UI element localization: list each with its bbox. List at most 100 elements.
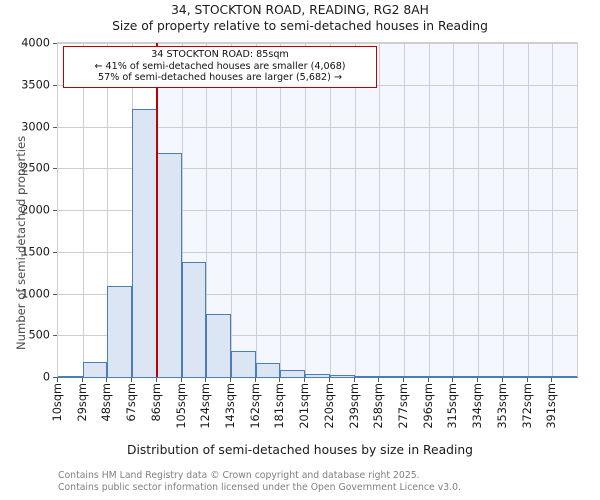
histogram-bar — [132, 108, 157, 377]
annotation-line-2: ← 41% of semi-detached houses are smalle… — [94, 60, 346, 72]
x-axis-tick-label: 105sqm — [174, 383, 188, 429]
y-axis-tick-mark — [53, 335, 57, 337]
x-axis-tick-mark — [254, 378, 256, 382]
gridline-horizontal — [58, 168, 577, 169]
gridline-vertical — [355, 43, 356, 377]
gridline-horizontal — [58, 252, 577, 253]
y-axis-tick-mark — [53, 251, 57, 253]
x-axis-tick-label: 296sqm — [421, 383, 435, 429]
gridline-vertical — [503, 43, 504, 377]
gridline-horizontal — [58, 335, 577, 336]
gridline-horizontal — [58, 294, 577, 295]
x-axis-tick-label: 124sqm — [199, 383, 213, 429]
histogram-bar — [379, 375, 404, 377]
marker-annotation-box: 34 STOCKTON ROAD: 85sqm ← 41% of semi-de… — [63, 46, 377, 88]
histogram-bar — [231, 351, 256, 377]
y-axis-tick-label: 0 — [42, 370, 50, 384]
gridline-vertical — [182, 43, 183, 377]
footer-line-2: Contains public sector information licen… — [58, 481, 461, 493]
x-axis-tick-mark — [106, 378, 108, 382]
x-axis-tick-label: 239sqm — [347, 383, 361, 429]
y-axis-tick-label: 4000 — [21, 36, 50, 50]
gridline-vertical — [453, 43, 454, 377]
histogram-bar — [329, 375, 355, 377]
histogram-bar — [181, 261, 207, 377]
x-axis-tick-label: 277sqm — [397, 383, 410, 429]
y-axis-tick-mark — [53, 293, 57, 295]
y-axis-tick-mark — [53, 168, 57, 170]
histogram-bar — [280, 369, 306, 377]
histogram-bar — [428, 375, 454, 377]
x-axis-tick-label: 220sqm — [322, 383, 336, 429]
x-axis-tick-mark — [230, 378, 231, 382]
x-axis-tick-mark — [403, 378, 404, 382]
histogram-bar — [58, 375, 83, 377]
x-axis-tick-mark — [131, 378, 133, 382]
x-axis-tick-label: 334sqm — [471, 383, 485, 429]
gridline-vertical — [404, 43, 405, 377]
gridline-vertical — [528, 43, 529, 377]
y-axis-tick-label: 500 — [28, 328, 50, 342]
histogram-bar — [82, 361, 108, 377]
x-axis-tick-mark — [477, 378, 479, 382]
x-axis-tick-mark — [180, 378, 182, 382]
gridline-vertical — [206, 43, 207, 377]
histogram-bar — [354, 375, 380, 377]
histogram-bar — [502, 375, 528, 377]
y-axis-tick-label: 3000 — [21, 120, 50, 133]
y-axis-tick-label: 1000 — [21, 287, 50, 300]
gridline-vertical — [231, 43, 232, 377]
x-axis-tick-mark — [155, 378, 157, 382]
page-subtitle: Size of property relative to semi-detach… — [112, 19, 488, 33]
x-axis-tick-mark — [81, 378, 83, 382]
x-axis-tick-label: 48sqm — [100, 383, 114, 422]
gridline-vertical — [552, 43, 553, 377]
gridline-horizontal — [58, 127, 577, 128]
gridline-vertical — [83, 43, 84, 377]
x-axis-tick-label: 143sqm — [224, 383, 237, 429]
property-size-marker-line — [155, 43, 158, 377]
histogram-bar — [156, 153, 182, 377]
gridline-vertical — [107, 43, 108, 377]
histogram-bar — [478, 375, 503, 377]
x-axis-tick-label: 181sqm — [273, 383, 287, 429]
y-axis-tick-mark — [53, 210, 57, 211]
y-axis-tick-mark — [53, 43, 57, 44]
x-axis-tick-mark — [57, 378, 58, 382]
gridline-vertical — [330, 43, 331, 377]
gridline-vertical — [305, 43, 306, 377]
y-axis-tick-mark — [53, 126, 57, 128]
histogram-bar — [404, 375, 429, 377]
x-axis-tick-mark — [279, 378, 281, 382]
plot-area — [57, 42, 578, 378]
y-axis-label: Number of semi-detached properties — [14, 135, 28, 350]
annotation-line-1: 34 STOCKTON ROAD: 85sqm — [151, 49, 289, 60]
x-axis-tick-label: 86sqm — [149, 383, 163, 422]
x-axis-tick-label: 29sqm — [75, 383, 89, 422]
gridline-vertical — [478, 43, 479, 377]
y-axis-tick-label: 2500 — [21, 161, 50, 175]
x-axis-tick-label: 353sqm — [495, 383, 509, 429]
x-axis-tick-label: 258sqm — [372, 383, 386, 429]
y-axis-tick-label: 1500 — [21, 245, 50, 259]
x-axis-tick-mark — [526, 378, 528, 382]
histogram-bar — [107, 286, 133, 377]
x-axis-tick-mark — [551, 378, 553, 382]
x-axis-tick-label: 315sqm — [446, 383, 460, 429]
gridline-vertical — [429, 43, 430, 377]
annotation-line-3: 57% of semi-detached houses are larger (… — [98, 72, 342, 83]
gridline-vertical — [379, 43, 380, 377]
y-axis-tick-mark — [53, 377, 57, 378]
x-axis-tick-mark — [427, 378, 429, 382]
x-axis-tick-label: 162sqm — [248, 383, 262, 429]
histogram-bar — [305, 373, 330, 377]
x-axis-tick-label: 391sqm — [545, 383, 559, 429]
histogram-bar — [552, 375, 577, 377]
x-axis-tick-mark — [452, 378, 454, 382]
x-axis-tick-label: 10sqm — [51, 383, 64, 422]
histogram-bar — [453, 375, 479, 377]
attribution-footer: Contains HM Land Registry data © Crown c… — [58, 470, 461, 493]
x-axis-line — [57, 377, 578, 378]
histogram-bar — [527, 375, 553, 377]
